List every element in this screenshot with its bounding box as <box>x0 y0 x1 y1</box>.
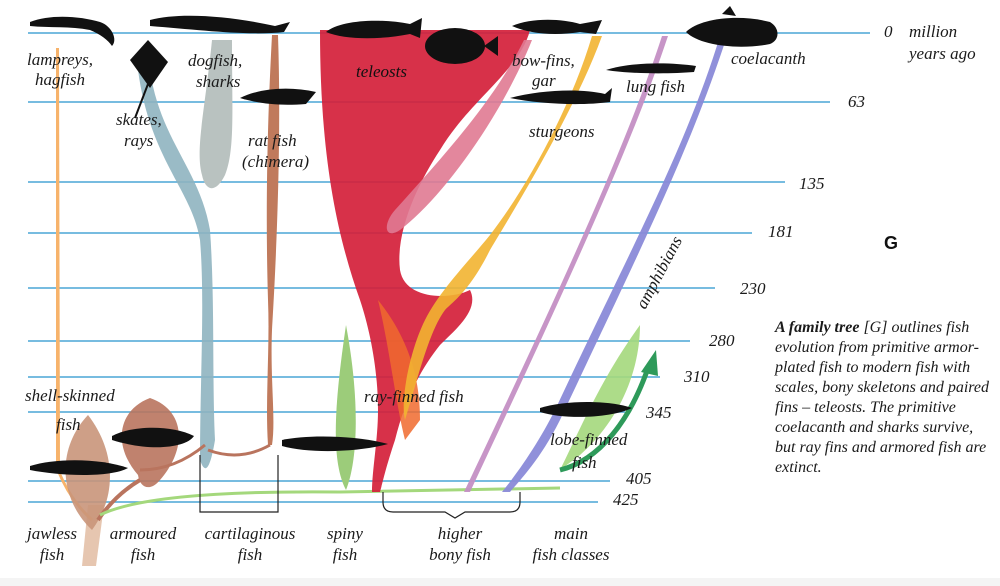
group-cartilaginous-2: fish <box>237 545 263 564</box>
label-dogfish: dogfish, <box>188 51 243 70</box>
group-main-2: fish classes <box>532 545 610 564</box>
branch-ratfish <box>266 35 280 445</box>
group-higher-2: bony fish <box>429 545 491 564</box>
branch-cartilaginous-link <box>139 443 271 472</box>
bracket-higher-bony <box>382 492 521 519</box>
branch-dogfish-sharks <box>199 40 233 189</box>
label-hagfish: hagfish <box>34 70 86 89</box>
group-main: main <box>554 524 588 543</box>
branch-spiny <box>335 325 356 490</box>
group-jawless-2: fish <box>39 545 65 564</box>
time-unit-top: million <box>909 22 958 41</box>
branch-teleosts <box>320 30 530 492</box>
label-lobefinned: lobe-finned <box>550 430 628 449</box>
caption-tag: [G] <box>863 319 888 336</box>
time-label-280: 280 <box>709 331 735 350</box>
branch-teleosts-inner <box>378 300 420 440</box>
label-teleosts: teleosts <box>356 62 407 81</box>
label-skates: skates, <box>116 110 162 129</box>
label-rays: rays <box>124 131 154 150</box>
time-label-345: 345 <box>646 403 672 422</box>
branch-bowfins <box>386 40 532 234</box>
branch-lungfish <box>464 36 668 492</box>
teleost-icon <box>326 18 422 39</box>
jawless-fossil-icon <box>30 460 128 475</box>
label-chimera: (chimera) <box>242 152 310 171</box>
coelacanth-icon <box>686 6 778 47</box>
label-ratfish: rat fish <box>248 131 297 150</box>
page-edge <box>0 578 1000 586</box>
time-label-425: 425 <box>613 490 639 509</box>
label-sharks: sharks <box>196 72 241 91</box>
branch-jawless <box>56 48 60 470</box>
fish-icons <box>30 6 778 475</box>
bony-stem <box>99 486 561 517</box>
spiny-fish-icon <box>282 436 388 452</box>
time-label-230: 230 <box>740 279 766 298</box>
panel-letter: G <box>884 233 899 253</box>
group-spiny-2: fish <box>332 545 358 564</box>
bracket-cartilaginous <box>199 455 279 513</box>
sturgeon-icon <box>510 88 612 105</box>
group-cartilaginous: cartilaginous <box>204 524 296 543</box>
armoured-fish-icon <box>112 427 194 448</box>
caption-lead: A family tree <box>775 319 860 336</box>
group-spiny: spiny <box>327 524 363 543</box>
dogfish-icon <box>150 15 290 34</box>
time-label-310: 310 <box>684 367 710 386</box>
label-shellskinned: shell-skinned <box>25 386 115 405</box>
ratfish-icon <box>240 88 316 105</box>
group-higher: higher <box>437 524 483 543</box>
label-coelacanth: coelacanth <box>731 49 806 68</box>
label-lungfish: lung fish <box>626 77 686 96</box>
caption-body: outlines fish evolution from primitive a… <box>775 319 990 476</box>
time-unit-bottom: years ago <box>909 44 976 63</box>
time-label-405: 405 <box>626 469 652 488</box>
label-lobefinned-2: fish <box>572 453 597 472</box>
branch-skates-rays <box>138 70 215 469</box>
time-label-181: 181 <box>768 222 794 241</box>
time-label-63: 63 <box>848 92 865 111</box>
time-label-135: 135 <box>799 174 825 193</box>
branch-lobefinned <box>560 325 640 470</box>
group-armoured: armoured <box>109 524 177 543</box>
ray-icon <box>130 40 168 119</box>
lungfish-icon <box>606 63 696 74</box>
label-bowfins: bow-fins, <box>512 51 575 70</box>
branch-coelacanth <box>502 36 727 492</box>
amphibians-arrow <box>559 350 658 473</box>
group-brackets <box>199 455 521 519</box>
branch-sturgeons <box>403 36 602 420</box>
label-lampreys: lampreys, <box>27 50 93 69</box>
group-jawless: jawless <box>26 524 78 543</box>
caption: A family tree [G] outlines fish evolutio… <box>775 318 997 478</box>
lobefin-fish-icon <box>540 402 632 417</box>
label-shellskinned-2: fish <box>56 415 81 434</box>
label-gar: gar <box>532 71 556 90</box>
label-rayfinned: ray-finned fish <box>364 387 464 406</box>
lamprey-icon <box>30 16 115 46</box>
label-sturgeons: sturgeons <box>529 122 595 141</box>
bowfin-icon <box>512 19 602 34</box>
time-label-0: 0 <box>884 22 893 41</box>
group-armoured-2: fish <box>130 545 156 564</box>
flatfish-icon <box>425 28 498 64</box>
